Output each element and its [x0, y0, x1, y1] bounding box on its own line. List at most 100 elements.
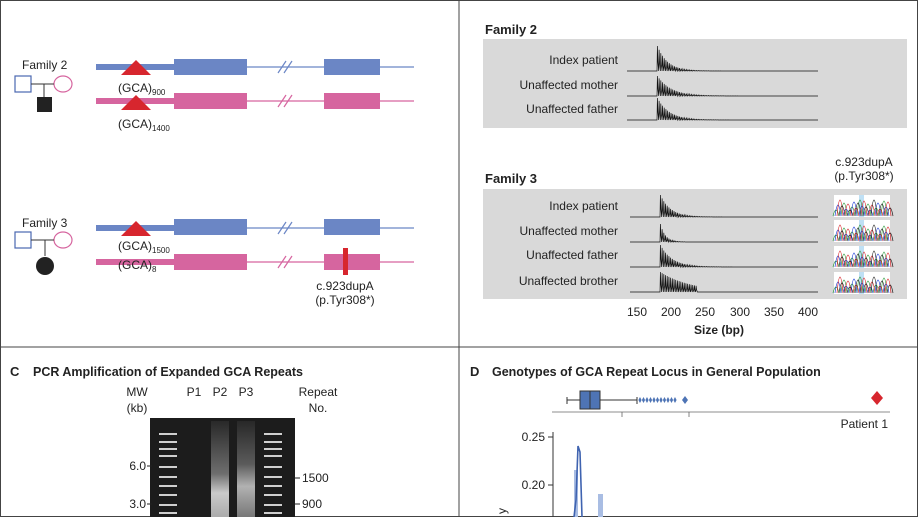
family-2-trace-box [483, 39, 907, 128]
panel-c-title: PCR Amplification of Expanded GCA Repeat… [33, 365, 303, 379]
trace-line [627, 97, 818, 122]
ladder-band-right [264, 512, 282, 514]
chromatogram-peak [838, 250, 894, 268]
y-axis-label-partial: y [495, 508, 509, 514]
allele-label: (GCA)1500 [118, 239, 170, 255]
repeat-expansion-marker [121, 60, 151, 75]
outlier-point [645, 397, 649, 403]
trace-line [630, 194, 818, 219]
outlier-point [655, 397, 660, 403]
ladder-band-left [159, 433, 177, 435]
variant-marker [343, 248, 348, 275]
panel-c: C PCR Amplification of Expanded GCA Repe… [10, 364, 338, 517]
lane-label: P2 [213, 385, 228, 399]
chromatogram-peak [838, 276, 894, 294]
x-axis-label: Size (bp) [694, 323, 744, 337]
ladder-band-right [264, 433, 282, 435]
chromatogram-peak [838, 224, 894, 242]
mother-circle [53, 231, 73, 249]
repeat-label-2: No. [309, 401, 328, 415]
trace-line [627, 75, 818, 98]
trace-row-label: Unaffected father [526, 248, 618, 262]
family-2-alleles: (GCA)900 (GCA)1400 [96, 59, 414, 133]
ladder-band-right [264, 504, 282, 506]
ladder-band-left [159, 466, 177, 468]
variant-label: c.923dupA [316, 279, 373, 293]
ladder-band-left [159, 441, 177, 443]
trace-line [627, 45, 818, 73]
ladder-band-left [159, 476, 177, 478]
outlier-point [652, 397, 656, 403]
trace-row-label: Index patient [549, 53, 618, 67]
outlier-point [666, 397, 670, 403]
outlier-point [638, 397, 642, 403]
family-3-title: Family 3 [485, 171, 537, 186]
patient-1-label: Patient 1 [841, 417, 889, 431]
variant-protein-label: (p.Tyr308*) [315, 293, 374, 307]
ladder-band-left [159, 494, 177, 496]
outlier-point [659, 397, 663, 403]
mw-unit: (kb) [127, 401, 148, 415]
trace-line [630, 271, 818, 293]
chromatogram-peak [838, 199, 894, 217]
trace-line [630, 223, 818, 244]
ladder-band-left [159, 448, 177, 450]
x-tick-label: 300 [730, 305, 750, 319]
sanger-chromatograms [832, 195, 894, 294]
outlier-point [669, 397, 674, 403]
lane-label: P3 [239, 385, 254, 399]
mw-tick-label: 3.0 [129, 497, 146, 511]
mother-circle [53, 75, 73, 93]
y-tick-label: 0.25 [522, 430, 546, 444]
trace-row-label: Unaffected father [526, 102, 618, 116]
repeat-label: Repeat [299, 385, 338, 399]
ladder-band-right [264, 466, 282, 468]
boxplot-outliers [638, 396, 688, 404]
x-tick-label: 150 [627, 305, 647, 319]
outlier-point [682, 396, 688, 404]
mw-tick-label: 6.0 [129, 459, 146, 473]
allele-label: (GCA)900 [118, 81, 166, 97]
lane-p3-smear [237, 421, 255, 517]
trace-line [630, 244, 818, 269]
panel-b: Family 2 Index patient Unaffected mother… [483, 22, 907, 337]
ladder-band-right [264, 441, 282, 443]
ladder-band-right [264, 485, 282, 487]
outlier-point [662, 397, 667, 403]
affected-daughter-circle [36, 257, 54, 275]
lane-label: P1 [187, 385, 202, 399]
panel-d-letter: D [470, 364, 479, 379]
sequence-variant-protein: (p.Tyr308*) [834, 169, 893, 183]
trace-row-label: Index patient [549, 199, 618, 213]
family-2-label: Family 2 [22, 58, 68, 72]
family-3-label: Family 3 [22, 216, 68, 230]
repeat-expansion-marker [121, 221, 151, 236]
histogram-bar [598, 494, 603, 517]
trace-row-label: Unaffected brother [519, 274, 618, 288]
panel-d-title: Genotypes of GCA Repeat Locus in General… [492, 365, 821, 379]
affected-son-square [37, 97, 52, 112]
ladder-band-left [159, 455, 177, 457]
father-square [14, 75, 32, 93]
y-tick-label: 0.20 [522, 478, 546, 492]
ladder-band-left [159, 512, 177, 514]
ladder-band-right [264, 476, 282, 478]
lane-p2-smear [211, 421, 229, 517]
father-square [14, 231, 32, 249]
ladder-band-right [264, 448, 282, 450]
family-2-title: Family 2 [485, 22, 537, 37]
ladder-band-right [264, 494, 282, 496]
ladder-band-left [159, 504, 177, 506]
ladder-band-right [264, 455, 282, 457]
mw-label: MW [126, 385, 148, 399]
x-tick-label: 200 [661, 305, 681, 319]
family-2-pedigree [14, 75, 73, 112]
family-3-alleles: (GCA)1500 (GCA)8 c.923dupA (p.Tyr308*) [96, 219, 414, 307]
family-2-traces [627, 45, 818, 122]
panel-a: Family 2 (GCA)900 (GCA)1400 [14, 58, 414, 307]
repeat-tick-label: 900 [302, 497, 322, 511]
trace-row-label: Unaffected mother [519, 224, 618, 238]
x-tick-label: 350 [764, 305, 784, 319]
repeat-expansion-marker [121, 95, 151, 110]
gel-bands [159, 433, 282, 514]
